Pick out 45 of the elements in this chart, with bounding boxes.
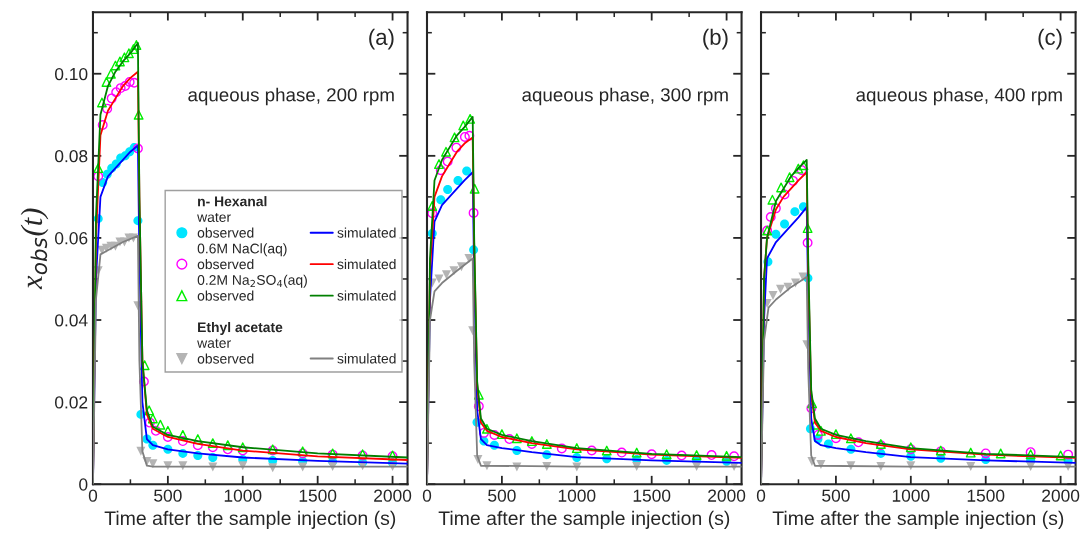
y-tick-label: 0.08 [55,150,88,163]
annotation: (a) [369,28,394,50]
legend-label: simulated [337,227,396,238]
x-tick-label: 1500 [633,489,671,502]
annotation: Ethyl acetate [198,321,283,335]
x-tick-label: 1000 [224,489,262,502]
annotation: (b) [703,28,728,50]
y-axis-title: x$_{obs}$(t) [20,208,49,290]
x-tick-label: 2000 [708,489,746,502]
x-tick-label: 500 [154,489,182,502]
x-tick-label: 0 [756,489,766,502]
x-tick-label: 500 [822,489,850,502]
x-axis-title: Time after the sample injection (s) [772,510,1064,529]
legend-label: observed [197,290,254,301]
y-tick-label: 0.06 [55,232,88,245]
x-axis-title: Time after the sample injection (s) [104,510,396,529]
annotation: 0.2M Na$_{2}$SO$_{4}$(aq) [197,274,307,288]
x-tick-label: 1000 [558,489,596,502]
x-tick-label: 500 [488,489,516,502]
x-tick-label: 2000 [374,489,412,502]
x-tick-label: 0 [422,489,432,502]
legend-label: observed [197,258,254,270]
x-tick-label: 1500 [299,489,337,502]
y-tick-label: 0.10 [55,67,88,81]
legend-label: simulated [337,353,396,364]
x-tick-label: 1000 [892,489,930,502]
annotation: aqueous phase, 300 rpm [522,87,728,106]
y-tick-label: 0 [79,478,88,491]
legend-label: simulated [337,258,396,270]
x-axis-title: Time after the sample injection (s) [438,510,730,529]
legend-label: observed [197,353,254,364]
legend-label: simulated [337,290,396,301]
annotation: water [197,338,231,348]
y-tick-label: 0.02 [55,396,88,409]
y-tick-label: 0.04 [55,314,88,327]
x-tick-label: 2000 [1042,489,1080,502]
x-tick-label: 1500 [967,489,1005,502]
x-tick-label: 0 [88,489,98,502]
annotation: (c) [1038,28,1062,50]
annotation: n- Hexanal [198,196,267,207]
annotation: water [197,212,231,222]
annotation: aqueous phase, 200 rpm [188,87,394,106]
annotation: aqueous phase, 400 rpm [856,87,1062,106]
legend-label: observed [197,227,254,238]
annotation: 0.6M NaCl(aq) [197,243,287,257]
